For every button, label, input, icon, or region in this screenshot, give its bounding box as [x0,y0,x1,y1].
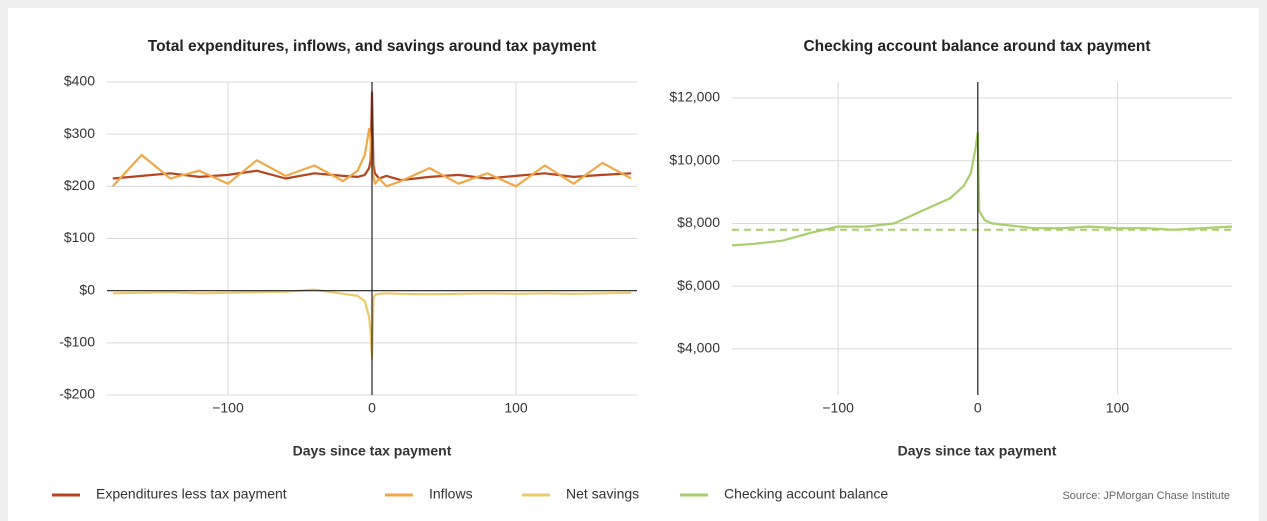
y-tick-label: $8,000 [677,214,720,230]
chart-title: Checking account balance around tax paym… [803,38,1150,55]
x-tick-label: −100 [212,400,244,416]
y-tick-label: $300 [64,125,95,141]
legend-label: Expenditures less tax payment [96,486,287,502]
chart-title: Total expenditures, inflows, and savings… [148,38,596,55]
x-tick-label: −100 [822,400,854,416]
y-tick-label: $200 [64,177,95,193]
panel [8,8,1259,521]
x-tick-label: 100 [504,400,528,416]
x-tick-label: 100 [1106,400,1130,416]
x-axis-label: Days since tax payment [898,443,1057,459]
y-tick-label: $400 [64,73,95,89]
y-tick-label: $10,000 [669,151,720,167]
y-tick-label: $6,000 [677,277,720,293]
y-tick-label: $12,000 [669,89,720,105]
legend-label: Net savings [566,486,639,502]
x-axis-label: Days since tax payment [293,443,452,459]
y-tick-label: $4,000 [677,340,720,356]
x-tick-label: 0 [368,400,376,416]
series-line [731,131,1233,247]
y-tick-label: $0 [79,281,95,297]
legend-label: Checking account balance [724,486,888,502]
y-tick-label: -$200 [59,386,95,402]
y-tick-label: $100 [64,229,95,245]
source: Source: JPMorgan Chase Institute [1062,490,1230,502]
y-tick-label: -$100 [59,334,95,350]
legend-label: Inflows [429,486,473,502]
x-tick-label: 0 [974,400,982,416]
